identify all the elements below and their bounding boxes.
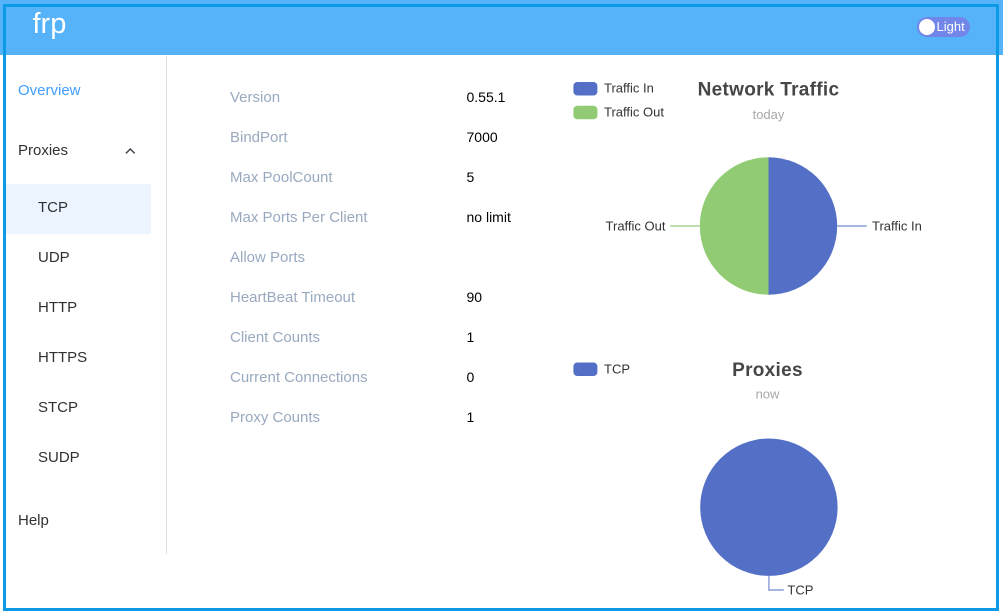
svg-text:Traffic Out: Traffic Out — [604, 104, 664, 119]
svg-text:TCP: TCP — [787, 583, 813, 598]
svg-text:Traffic Out: Traffic Out — [606, 219, 666, 234]
svg-text:Traffic In: Traffic In — [872, 219, 922, 234]
svg-text:Proxies: Proxies — [732, 360, 803, 381]
svg-text:today: today — [753, 107, 785, 122]
svg-text:TCP: TCP — [604, 362, 630, 377]
svg-text:Traffic In: Traffic In — [604, 81, 654, 96]
svg-text:now: now — [756, 387, 780, 402]
svg-text:Network Traffic: Network Traffic — [698, 80, 840, 101]
